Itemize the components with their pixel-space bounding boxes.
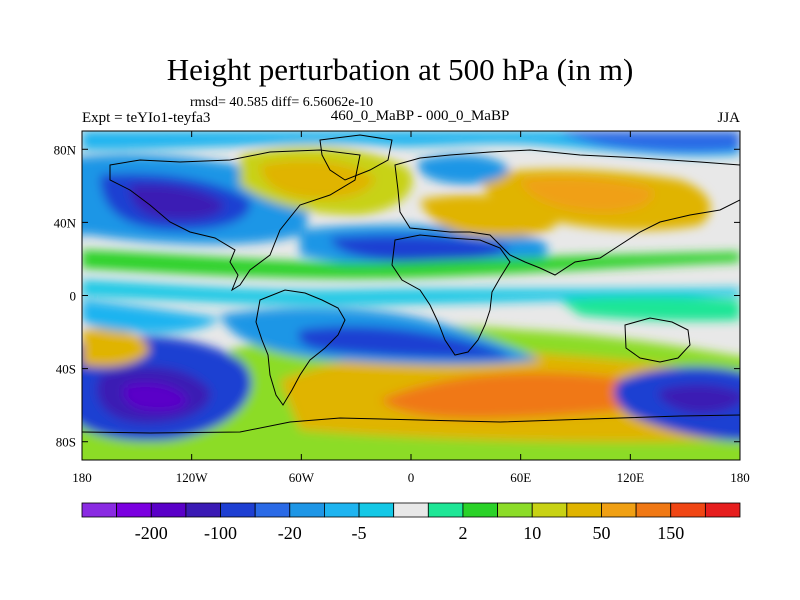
season-label: JJA xyxy=(717,110,740,126)
colorbar-label: 50 xyxy=(592,523,610,543)
colorbar-swatch xyxy=(220,502,256,518)
colorbar-swatch xyxy=(81,502,118,518)
lat-tick-label: 80N xyxy=(54,142,77,157)
colorbar-swatch xyxy=(116,502,152,518)
landmass-greenland xyxy=(319,134,393,181)
lon-tick-label: 120E xyxy=(617,470,645,485)
colorbar-label: 150 xyxy=(657,523,684,543)
lon-tick-label: 180 xyxy=(72,470,92,485)
colorbar: -200 -100 -20 -5 2 10 50 150 xyxy=(81,502,741,543)
colorbar-swatch xyxy=(601,502,637,518)
experiment-label: Expt = teYIo1-teyfa3 xyxy=(82,110,211,126)
colorbar-swatch xyxy=(393,502,429,518)
landmass-south-america xyxy=(255,289,346,406)
contour-field xyxy=(82,131,740,460)
lon-tick-label: 60W xyxy=(289,470,315,485)
lon-tick-label: 0 xyxy=(408,470,415,485)
colorbar-swatch xyxy=(254,502,291,518)
lon-tick-label: 120W xyxy=(176,470,209,485)
colorbar-swatch xyxy=(427,502,464,518)
landmass-africa xyxy=(391,234,511,356)
colorbar-swatch xyxy=(462,502,498,518)
colorbar-swatch xyxy=(185,502,221,518)
colorbar-swatch xyxy=(358,502,395,518)
period-label: 460_0_MaBP - 000_0_MaBP xyxy=(330,108,510,124)
lon-tick-label: 180 xyxy=(730,470,750,485)
stats-line: rmsd= 40.585 diff= 6.56062e-10 xyxy=(190,95,374,110)
lat-tick-label: 40S xyxy=(56,362,76,377)
landmass-eurasia xyxy=(394,149,740,276)
colorbar-swatch xyxy=(670,502,706,518)
colorbar-label: -200 xyxy=(135,523,168,543)
colorbar-swatch xyxy=(635,502,672,518)
map-title: Height perturbation at 500 hPa (in m) xyxy=(166,52,634,87)
colorbar-swatch xyxy=(324,502,360,518)
colorbar-swatch xyxy=(289,502,325,518)
latitude-axis: 80N 40N 0 40S 80S xyxy=(54,142,740,450)
lat-tick-label: 80S xyxy=(56,435,76,450)
colorbar-label: 10 xyxy=(523,523,541,543)
colorbar-swatch xyxy=(497,502,533,518)
colorbar-swatch xyxy=(531,502,568,518)
lon-tick-label: 60E xyxy=(510,470,531,485)
colorbar-label: -5 xyxy=(352,523,367,543)
lat-tick-label: 40N xyxy=(54,215,77,230)
landmass-antarctica xyxy=(82,414,740,434)
colorbar-swatch xyxy=(566,502,602,518)
lat-tick-label: 0 xyxy=(70,289,77,304)
longitude-axis: 180 120W 60W 0 60E 120E 180 xyxy=(72,131,750,485)
colorbar-swatch xyxy=(150,502,187,518)
continent-outlines xyxy=(82,134,740,434)
landmass-australia xyxy=(624,317,691,363)
colorbar-label: 2 xyxy=(458,523,467,543)
colorbar-label: -20 xyxy=(278,523,302,543)
colorbar-label: -100 xyxy=(204,523,237,543)
landmass-north-america xyxy=(109,149,361,292)
colorbar-swatch xyxy=(704,502,741,518)
